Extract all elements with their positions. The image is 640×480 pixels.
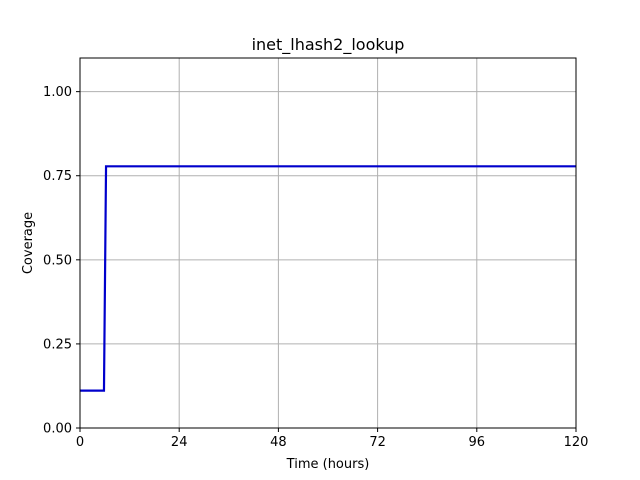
x-tick-label: 72	[369, 435, 386, 450]
y-axis-label: Coverage	[21, 212, 36, 274]
chart-title: inet_lhash2_lookup	[252, 35, 405, 55]
y-tick-label: 0.75	[43, 169, 72, 184]
x-tick-label: 96	[469, 435, 486, 450]
y-tick-label: 0.00	[43, 422, 72, 437]
x-tick-label: 0	[76, 435, 84, 450]
x-tick-label: 120	[564, 435, 589, 450]
x-axis-ticks: 0 24 48 72 96 120	[76, 428, 589, 450]
y-tick-label: 0.50	[43, 253, 72, 268]
coverage-series-line	[80, 165, 576, 392]
plot-frame	[79, 57, 577, 429]
y-tick-label: 0.25	[43, 337, 72, 352]
y-axis-ticks: 0.00 0.25 0.50 0.75 1.00	[43, 85, 80, 437]
y-tick-label: 1.00	[43, 85, 72, 100]
x-axis-label: Time (hours)	[286, 457, 370, 472]
x-tick-label: 24	[171, 435, 188, 450]
series-layer	[80, 165, 576, 392]
x-tick-label: 48	[270, 435, 287, 450]
